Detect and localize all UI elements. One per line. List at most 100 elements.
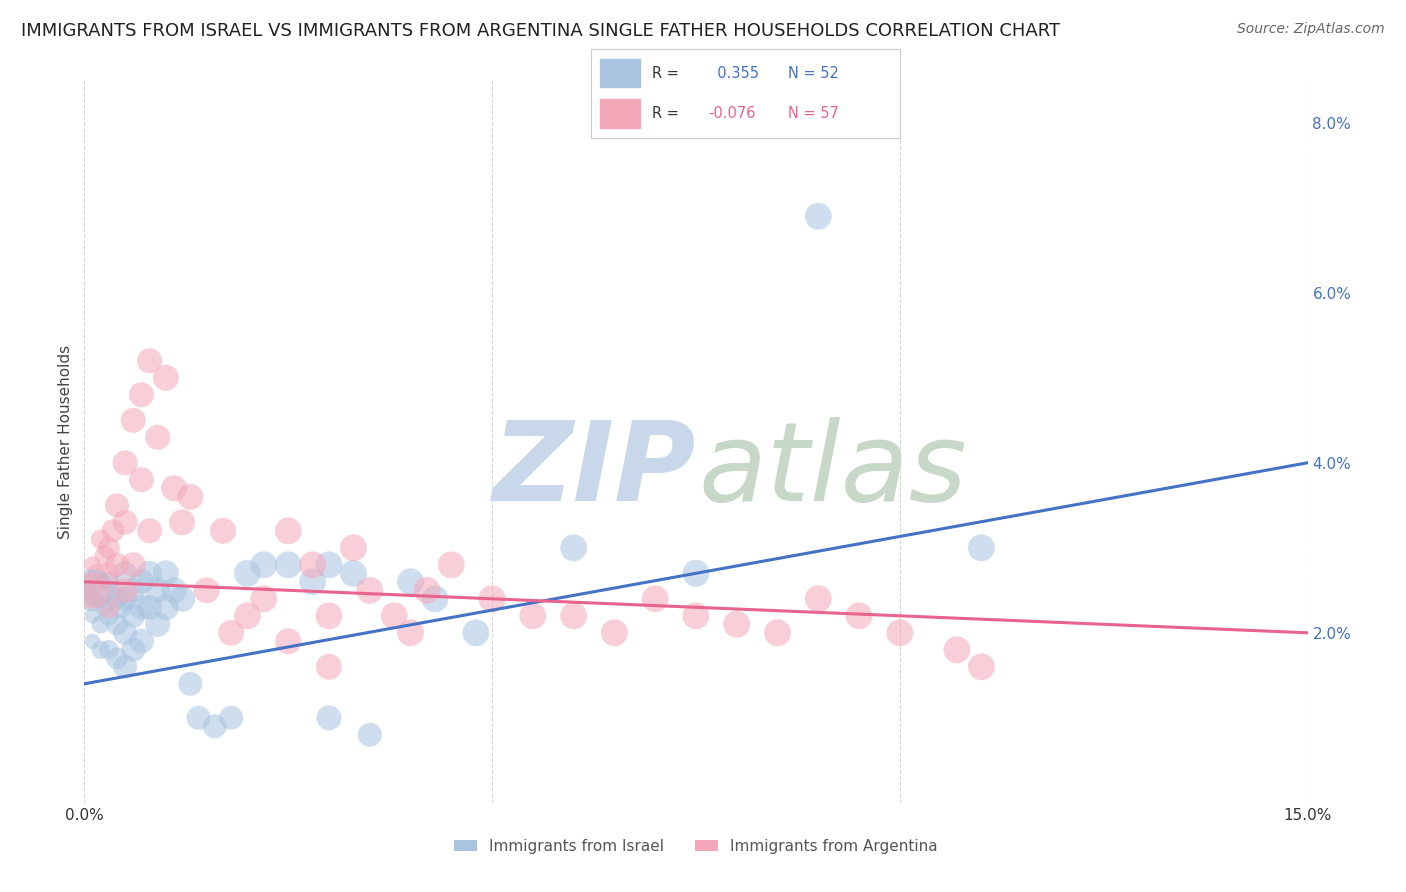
Point (131, 574, 153, 589)
Point (97, 541, 120, 555)
Point (146, 617, 169, 632)
Point (131, 473, 153, 487)
Point (93, 549, 115, 564)
Text: ZIP: ZIP (492, 417, 696, 524)
Point (146, 430, 169, 444)
Point (725, 617, 748, 632)
Point (114, 625, 136, 640)
Point (318, 711, 340, 725)
Point (114, 456, 136, 470)
Point (97, 608, 120, 623)
Point (172, 516, 194, 530)
Point (105, 617, 128, 632)
Point (946, 642, 969, 657)
Text: N = 57: N = 57 (789, 106, 839, 120)
Text: atlas: atlas (699, 417, 967, 524)
Point (416, 583, 439, 598)
Point (122, 583, 145, 598)
Point (253, 591, 276, 606)
Point (318, 608, 340, 623)
Point (131, 634, 153, 648)
Point (807, 591, 830, 606)
Point (122, 608, 145, 623)
Point (114, 583, 136, 598)
Point (114, 516, 136, 530)
Point (114, 566, 136, 581)
Point (146, 583, 169, 598)
Point (82, 583, 104, 598)
Point (318, 660, 340, 674)
Point (318, 558, 340, 572)
Point (481, 591, 503, 606)
Point (82, 608, 104, 623)
Point (179, 677, 201, 691)
Point (138, 524, 160, 538)
Point (122, 558, 145, 572)
Point (522, 608, 544, 623)
Point (359, 728, 381, 742)
Point (440, 558, 463, 572)
Point (187, 711, 209, 725)
Point (77, 583, 100, 598)
Point (644, 591, 666, 606)
Point (685, 566, 707, 581)
Point (163, 583, 186, 598)
Point (382, 608, 405, 623)
Point (236, 566, 259, 581)
Point (163, 481, 186, 495)
Y-axis label: Single Father Households: Single Father Households (58, 344, 73, 539)
Point (138, 600, 160, 615)
Point (86, 566, 108, 581)
Point (90, 617, 112, 632)
Point (82, 634, 104, 648)
Point (399, 574, 422, 589)
Point (970, 541, 993, 555)
Point (172, 591, 194, 606)
Point (603, 625, 626, 640)
Point (970, 660, 993, 674)
Text: -0.076: -0.076 (709, 106, 755, 120)
Text: IMMIGRANTS FROM ISRAEL VS IMMIGRANTS FROM ARGENTINA SINGLE FATHER HOUSEHOLDS COR: IMMIGRANTS FROM ISRAEL VS IMMIGRANTS FRO… (21, 22, 1060, 40)
Point (301, 574, 323, 589)
Point (342, 566, 364, 581)
Point (807, 209, 830, 223)
Point (105, 558, 128, 572)
Point (131, 600, 153, 615)
Point (101, 524, 124, 538)
Legend: Immigrants from Israel, Immigrants from Argentina: Immigrants from Israel, Immigrants from … (449, 833, 943, 860)
Point (105, 498, 128, 512)
Text: 0.355: 0.355 (709, 66, 759, 80)
Point (105, 651, 128, 665)
Point (90, 642, 112, 657)
Point (97, 600, 120, 615)
Point (464, 625, 486, 640)
Point (253, 558, 276, 572)
Point (97, 642, 120, 657)
Text: Source: ZipAtlas.com: Source: ZipAtlas.com (1237, 22, 1385, 37)
Point (562, 608, 585, 623)
Point (82, 558, 104, 572)
Point (179, 490, 201, 504)
Point (82, 583, 104, 598)
Point (562, 541, 585, 555)
Point (212, 524, 235, 538)
Point (101, 583, 124, 598)
Point (90, 533, 112, 547)
Point (342, 541, 364, 555)
Point (766, 625, 789, 640)
Point (110, 600, 132, 615)
Point (114, 591, 136, 606)
Point (122, 642, 145, 657)
Point (138, 353, 160, 368)
Point (277, 634, 299, 648)
Point (889, 625, 911, 640)
Text: N = 52: N = 52 (789, 66, 839, 80)
Point (97, 566, 120, 581)
Point (76, 574, 98, 589)
Point (423, 591, 446, 606)
Point (122, 413, 145, 427)
Point (195, 583, 218, 598)
Point (93, 600, 115, 615)
Point (82, 591, 104, 606)
Point (277, 524, 299, 538)
